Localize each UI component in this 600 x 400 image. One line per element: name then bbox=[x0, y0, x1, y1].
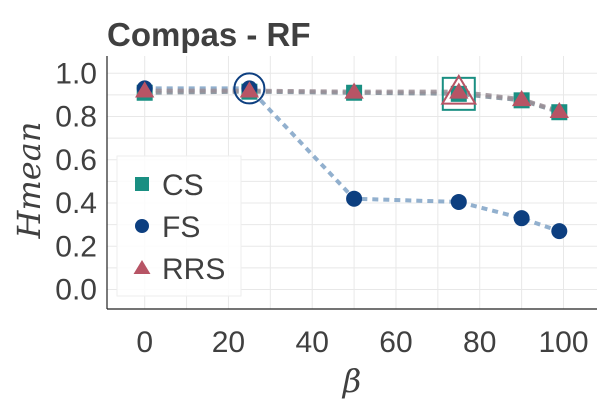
data-point-rrs bbox=[135, 81, 155, 98]
data-point-rrs bbox=[239, 81, 260, 98]
data-point-fs bbox=[513, 210, 530, 227]
highlight-fs bbox=[233, 72, 266, 105]
y-tick-label: 0.0 bbox=[55, 274, 97, 307]
data-point-rrs bbox=[549, 101, 569, 119]
legend-marker-cs bbox=[135, 177, 149, 191]
legend-label-rrs: RRS bbox=[162, 253, 225, 286]
highlight-rrs bbox=[440, 73, 478, 105]
x-tick-label: 0 bbox=[136, 326, 153, 359]
data-point-rrs bbox=[511, 90, 532, 107]
x-tick-label: 100 bbox=[538, 326, 588, 359]
x-axis-label: β bbox=[342, 362, 362, 400]
y-axis-label: Hmean bbox=[10, 122, 48, 240]
x-tick-label: 60 bbox=[379, 326, 412, 359]
x-tick-label: 80 bbox=[463, 326, 496, 359]
data-point-fs bbox=[450, 193, 467, 210]
legend-label-cs: CS bbox=[162, 169, 204, 202]
legend-marker-rrs bbox=[133, 259, 151, 275]
axes bbox=[106, 56, 597, 310]
legend-label-fs: FS bbox=[162, 211, 200, 244]
data-point-fs bbox=[346, 190, 363, 207]
data-point-rrs bbox=[449, 82, 469, 99]
y-tick-label: 1.0 bbox=[55, 57, 97, 90]
chart-title: Compas - RF bbox=[107, 16, 311, 53]
x-tick-label: 40 bbox=[296, 326, 329, 359]
legend-marker-fs bbox=[135, 219, 149, 233]
y-tick-label: 0.6 bbox=[55, 144, 97, 177]
data-point-fs bbox=[551, 223, 568, 240]
y-tick-label: 0.8 bbox=[55, 101, 97, 134]
tick-labels: 0 20 40 60 80 100 0.0 0.2 0.4 0.6 0.8 1.0 bbox=[55, 57, 588, 359]
y-tick-label: 0.2 bbox=[55, 230, 97, 263]
series bbox=[135, 72, 569, 240]
legend: CS FS RRS bbox=[116, 155, 242, 297]
x-tick-label: 20 bbox=[212, 326, 245, 359]
y-tick-label: 0.4 bbox=[55, 187, 97, 220]
data-point-rrs bbox=[344, 82, 364, 99]
